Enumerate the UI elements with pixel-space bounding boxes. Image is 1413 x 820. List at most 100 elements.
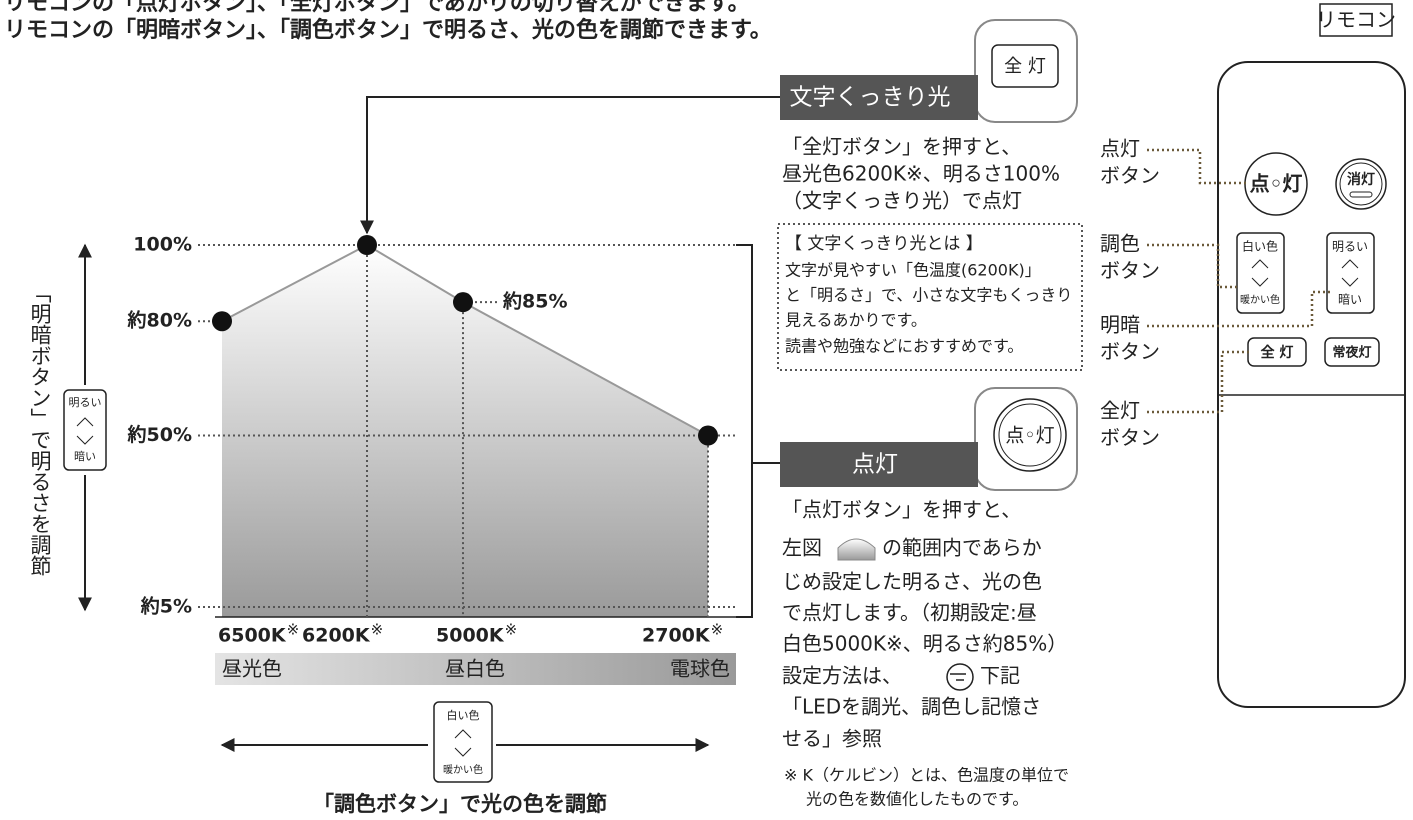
point [357, 235, 377, 255]
band-label: 昼白色 [445, 657, 505, 681]
y-tick-label: 100% [133, 234, 192, 256]
x-tick-label: 6500K [218, 625, 287, 647]
remote-button-text: 明るい [1332, 240, 1368, 254]
x-tick-mark: ※ [371, 621, 384, 639]
note-text: 読書や勉強などにおすすめです。 [785, 337, 1023, 356]
body-text: 左図 [782, 536, 822, 560]
remote-button-mark [1349, 191, 1373, 198]
brightness-axis-label: 「明暗ボタン」で明るさを調節 [28, 282, 52, 576]
chevrons [1341, 259, 1359, 287]
range-icon [837, 538, 876, 561]
leader [1147, 350, 1250, 414]
remote-button-text: 消灯 [1347, 171, 1375, 188]
point [212, 311, 232, 332]
body-text: （文字くっきり光）で点灯 [782, 189, 1022, 213]
y-tick-label: 約80% [127, 309, 192, 332]
button-text: 点◦灯 [1005, 425, 1054, 447]
section-title: 点灯 [852, 452, 898, 478]
remote-button [1339, 162, 1383, 206]
callout: ボタン [1100, 259, 1160, 283]
body-text: で点灯します。（初期設定:昼 [782, 601, 1037, 625]
body-text: の範囲内であらか [882, 536, 1042, 560]
callout: 全灯 [1100, 399, 1140, 423]
button-text: 全 灯 [1004, 56, 1046, 77]
button-icon [993, 398, 1067, 472]
button-icon [991, 44, 1059, 88]
callout: ボタン [1100, 340, 1160, 364]
brightness-line [221, 243, 709, 437]
body-text: せる」参照 [782, 727, 882, 751]
body-text: 昼光色6200K※、明るさ100% [782, 162, 1060, 186]
remote-button-text: 白い色 [1242, 239, 1278, 254]
body-text: 下記 [980, 664, 1020, 688]
remote-button-text: 暗い [1338, 293, 1362, 307]
body-text: 「点灯ボタン」を押すと、 [782, 498, 1021, 522]
body-text: 設定方法は、 [782, 664, 902, 688]
remote-button [1324, 337, 1380, 367]
x-tick-label: 2700K [642, 625, 711, 647]
button-icon [63, 389, 107, 471]
remote-button-text: 点◦灯 [1250, 172, 1303, 196]
note-text: 文字が見やすい「色温度(6200K)」 [785, 261, 1041, 280]
title-bar [780, 442, 978, 487]
note-box [777, 223, 1083, 371]
color-band [215, 653, 736, 685]
button-text: 明るい [69, 396, 102, 409]
remote-body [1217, 61, 1406, 708]
remote-label: リモコン [1316, 8, 1396, 32]
section-title: 文字くっきり光 [790, 85, 951, 111]
callout: 調色 [1100, 232, 1140, 256]
x-tick-mark: ※ [505, 621, 518, 639]
button-text: 暗い [74, 450, 96, 463]
x-tick-mark: ※ [287, 621, 300, 639]
button-text: 暖かい色 [443, 763, 483, 776]
x-tick-label: 6200K [302, 625, 371, 647]
color-axis-label: 「調色ボタン」で光の色を調節 [313, 792, 607, 816]
chevrons [454, 729, 472, 757]
callout: 点灯 [1100, 137, 1140, 161]
bracket [736, 244, 780, 618]
connector-arrow [360, 96, 780, 235]
chevrons [1251, 259, 1269, 287]
remote-button [1335, 158, 1387, 210]
button-text: 白い色 [447, 708, 480, 722]
leader [1147, 290, 1330, 328]
graph: 100%約80%約50%約5%6500K ※ 6200K ※ 5000K ※ 2700K ※約… [127, 234, 736, 685]
callout: ボタン [1100, 426, 1160, 450]
footnote: 光の色を数値化したものです。 [806, 790, 1028, 809]
title-bar [780, 75, 978, 120]
callout: ボタン [1100, 164, 1160, 188]
pointer-icon [946, 663, 974, 691]
note-title: 【 文字くっきり光とは 】 [785, 234, 983, 254]
remote-button-text: 常夜灯 [1332, 345, 1371, 361]
leader [1147, 148, 1246, 185]
chevrons [76, 417, 94, 445]
remote-button [1236, 232, 1285, 314]
body-text: 「LEDを調光、調色し記憶さ [782, 695, 1041, 719]
note-text: 見えるあかりです。 [785, 311, 927, 330]
remote-button-text: 全 灯 [1261, 344, 1294, 361]
note-text: と「明るさ」で、小さな文字もくっきり [785, 286, 1072, 305]
body-text: 「全灯ボタン」を押すと、 [782, 135, 1021, 159]
point-label: 約85% [502, 290, 567, 313]
y-tick-label: 約50% [127, 423, 192, 446]
button-icon [433, 701, 493, 783]
intro-line: リモコンの「点灯ボタン」、「全灯ボタン」であかりの切り替えができます。 [4, 0, 750, 16]
callout: 明暗 [1100, 313, 1140, 337]
leader [1147, 243, 1240, 289]
remote-button-text: 暖かい色 [1240, 293, 1280, 306]
body-text: 白色5000K※、明るさ約85%） [782, 632, 1067, 656]
y-tick-label: 約5% [140, 595, 192, 618]
x-tick-label: 5000K [436, 625, 505, 647]
remote-label-box [1319, 3, 1393, 37]
point [698, 425, 718, 446]
intro-line: リモコンの「明暗ボタン」、「調色ボタン」で明るさ、光の色を調節できます。 [4, 17, 772, 43]
remote-button [1326, 232, 1375, 314]
x-tick-mark: ※ [711, 621, 724, 639]
band-label: 電球色 [670, 657, 730, 681]
button-icon [998, 403, 1062, 467]
body-text: じめ設定した明るさ、光の色 [782, 570, 1042, 594]
point [453, 292, 473, 313]
